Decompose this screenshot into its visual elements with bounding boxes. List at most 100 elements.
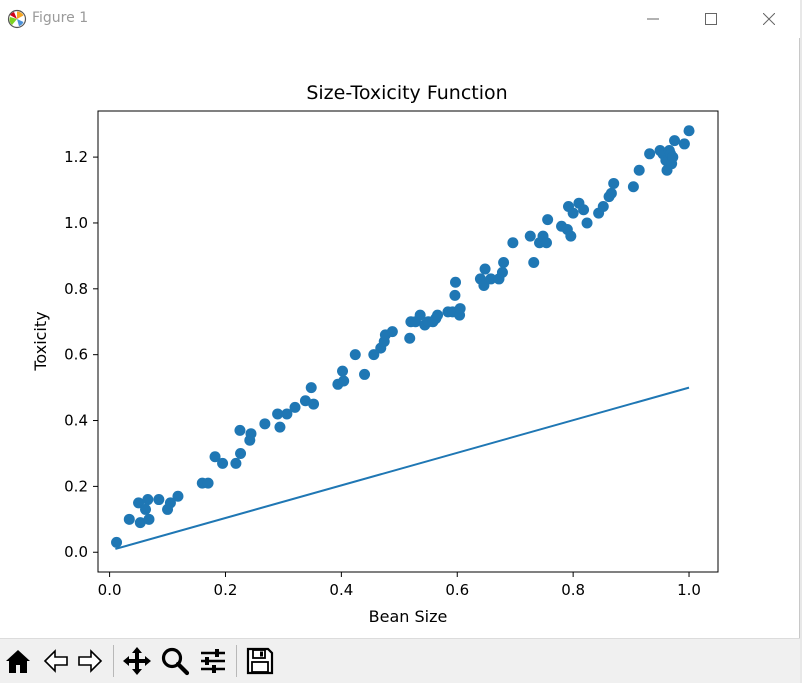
x-tick-label: 0.4 xyxy=(329,581,353,599)
scatter-point xyxy=(432,309,444,321)
title-bar[interactable]: Figure 1 xyxy=(0,0,800,38)
scatter-point xyxy=(478,280,490,292)
forward-arrow-icon xyxy=(78,649,103,673)
x-tick-label: 1.0 xyxy=(677,581,701,599)
scatter-point xyxy=(245,428,257,440)
scatter-point xyxy=(235,447,247,459)
scatter-point xyxy=(349,349,361,361)
scatter-point xyxy=(608,177,620,189)
scatter-point xyxy=(540,237,552,249)
baseline-line xyxy=(115,386,690,550)
scatter-point xyxy=(414,309,426,321)
window-edge xyxy=(800,0,802,683)
chart-title: Size-Toxicity Function xyxy=(306,82,507,104)
maximize-button[interactable] xyxy=(682,0,740,38)
pan-button[interactable] xyxy=(120,642,154,680)
home-icon xyxy=(6,650,30,673)
scatter-point xyxy=(683,125,695,137)
scatter-point xyxy=(359,368,371,380)
pan-icon xyxy=(123,647,151,675)
back-arrow-icon xyxy=(43,649,68,673)
scatter-point xyxy=(143,513,155,525)
scatter-point xyxy=(605,187,617,199)
y-tick-label: 1.2 xyxy=(64,148,88,166)
scatter-point xyxy=(308,398,320,410)
y-tick-label: 1.0 xyxy=(64,214,88,232)
y-tick-label: 0.0 xyxy=(64,543,88,561)
scatter-point xyxy=(230,457,242,469)
minimize-icon xyxy=(647,18,659,20)
window-title: Figure 1 xyxy=(32,10,89,26)
y-tick-label: 0.4 xyxy=(64,412,88,430)
scatter-point xyxy=(633,164,645,176)
scatter-point xyxy=(202,477,214,489)
maximize-icon xyxy=(705,13,717,25)
zoom-button[interactable] xyxy=(158,642,192,680)
close-icon xyxy=(763,13,775,25)
zoom-icon xyxy=(161,647,190,676)
x-tick-label: 0.8 xyxy=(561,581,585,599)
scatter-point xyxy=(498,256,510,268)
scatter-point xyxy=(337,365,349,377)
chart-svg: Size-Toxicity Function 0.0 0.2 0.4 0.6 0.8 1.… xyxy=(31,82,719,626)
toolbar-separator xyxy=(113,645,114,677)
scatter-point xyxy=(542,214,554,226)
y-tick-label: 0.6 xyxy=(64,346,88,364)
scatter-point xyxy=(368,349,380,361)
scatter-point xyxy=(338,375,350,387)
plot-series xyxy=(111,125,695,550)
figure-canvas[interactable]: Size-Toxicity Function 0.0 0.2 0.4 0.6 0.8 1.… xyxy=(0,38,800,638)
back-button[interactable] xyxy=(39,642,73,680)
scatter-point xyxy=(234,424,246,436)
home-button[interactable] xyxy=(1,642,35,680)
scatter-point xyxy=(404,332,416,344)
scatter-point xyxy=(386,326,398,338)
scatter-point xyxy=(507,237,519,249)
scatter-point xyxy=(153,494,165,506)
x-tick-label: 0.6 xyxy=(445,581,469,599)
y-tick-label: 0.2 xyxy=(64,477,88,495)
scatter-point xyxy=(164,497,176,509)
scatter-point xyxy=(454,303,466,315)
y-axis-label: Toxicity xyxy=(31,311,50,371)
configure-subplots-button[interactable] xyxy=(196,642,230,680)
scatter-point xyxy=(485,273,497,285)
scatter-point xyxy=(123,513,135,525)
scatter-point xyxy=(597,200,609,212)
scatter-point xyxy=(281,408,293,420)
scatter-point xyxy=(274,421,286,433)
scatter-point xyxy=(581,217,593,229)
minimize-button[interactable] xyxy=(624,0,682,38)
scatter-point xyxy=(528,256,540,268)
x-axis-ticks: 0.0 0.2 0.4 0.6 0.8 1.0 xyxy=(98,572,701,599)
scatter-point xyxy=(450,276,462,288)
scatter-point xyxy=(289,401,301,413)
scatter-point xyxy=(305,382,317,394)
x-tick-label: 0.2 xyxy=(214,581,238,599)
scatter-point xyxy=(627,181,639,193)
scatter-point xyxy=(142,494,154,506)
scatter-point xyxy=(669,135,681,147)
save-icon xyxy=(246,647,274,675)
scatter-point xyxy=(217,457,229,469)
scatter-point xyxy=(567,207,579,219)
scatter-point xyxy=(578,204,590,216)
navigation-toolbar xyxy=(0,638,800,683)
close-button[interactable] xyxy=(740,0,798,38)
scatter-point xyxy=(496,266,508,278)
axes-frame xyxy=(97,110,719,573)
configure-subplots-icon xyxy=(201,649,225,673)
scatter-point xyxy=(111,536,123,548)
scatter-point xyxy=(209,451,221,463)
save-button[interactable] xyxy=(243,642,277,680)
forward-button[interactable] xyxy=(73,642,107,680)
scatter-point xyxy=(667,151,679,163)
scatter-point xyxy=(479,263,491,275)
matplotlib-logo-icon xyxy=(7,9,27,29)
x-axis-label: Bean Size xyxy=(369,607,448,626)
y-tick-label: 0.8 xyxy=(64,280,88,298)
scatter-point xyxy=(133,497,145,509)
x-tick-label: 0.0 xyxy=(98,581,122,599)
scatter-point xyxy=(140,503,152,515)
